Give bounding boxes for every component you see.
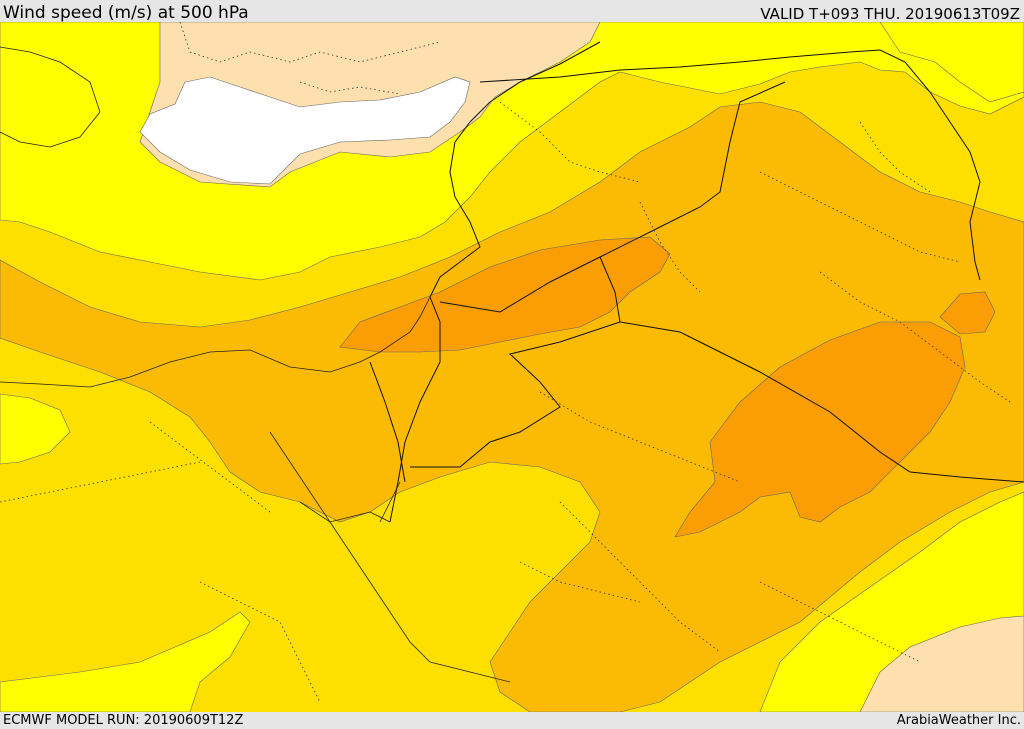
province-borders: [0, 22, 1011, 703]
coastlines: [0, 46, 511, 683]
credit-label: ArabiaWeather Inc.: [896, 713, 1021, 728]
band-deep-orange-west: [339, 236, 671, 353]
band-bright-yellow-ne: [879, 22, 1024, 103]
band-deep-orange-small: [939, 291, 996, 335]
band-deep-orange-east: [674, 321, 966, 538]
band-bright-yellow-sw: [0, 393, 71, 465]
band-orange-main: [0, 101, 1024, 712]
country-borders: [369, 41, 1024, 523]
header-bar: Wind speed (m/s) at 500 hPa VALID T+093 …: [0, 0, 1024, 23]
weather-map[interactable]: [0, 22, 1024, 712]
model-run-label: ECMWF MODEL RUN: 20190609T12Z: [3, 713, 244, 728]
band-tan-southeast: [859, 615, 1024, 712]
band-white: [139, 76, 471, 185]
footer-bar: ECMWF MODEL RUN: 20190609T12Z ArabiaWeat…: [0, 712, 1024, 729]
band-bright-yellow-sw2: [0, 611, 251, 712]
map-title: Wind speed (m/s) at 500 hPa: [3, 3, 249, 23]
valid-time-label: VALID T+093 THU. 20190613T09Z: [760, 5, 1020, 23]
